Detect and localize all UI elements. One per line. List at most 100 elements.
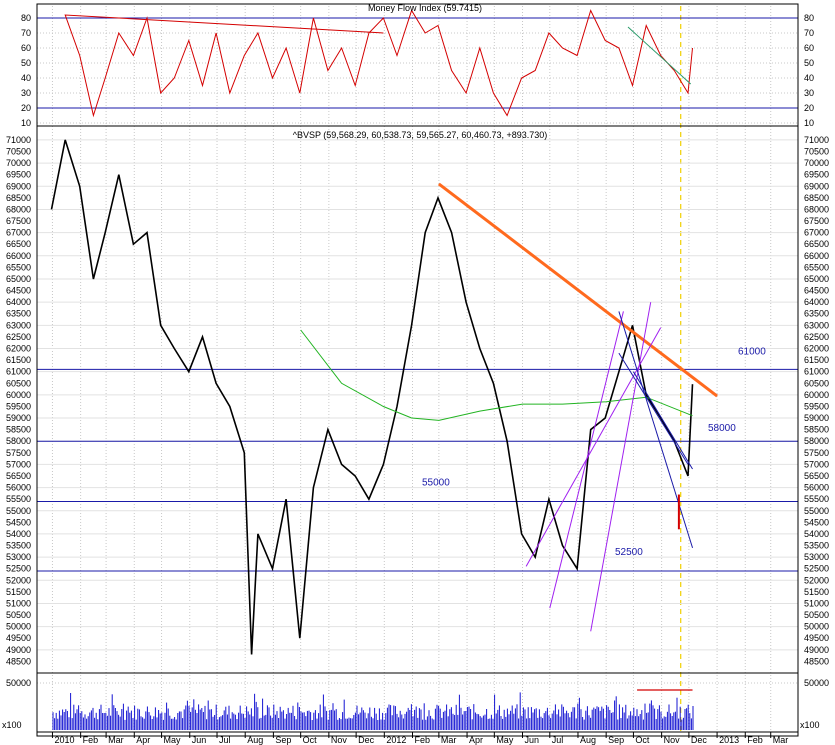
volume-bar	[116, 711, 118, 730]
volume-bar	[375, 713, 377, 730]
volume-bar	[60, 715, 62, 730]
volume-bar	[175, 719, 177, 730]
volume-bar	[345, 718, 347, 730]
volume-bar	[231, 712, 233, 730]
volume-bar	[486, 709, 488, 730]
volume-bar	[172, 718, 174, 730]
volume-bar	[359, 712, 361, 730]
price-tick-label-right: 66000	[804, 251, 829, 261]
volume-bar	[180, 711, 182, 730]
volume-bar	[682, 717, 684, 730]
volume-bar	[494, 694, 496, 730]
volume-bar	[300, 711, 302, 730]
volume-bar	[618, 704, 620, 730]
volume-bar	[390, 705, 392, 730]
volume-bar	[346, 718, 348, 730]
volume-bar	[646, 712, 648, 730]
price-tick-label-right: 54500	[804, 517, 829, 527]
volume-bar	[57, 718, 59, 730]
volume-bar	[638, 716, 640, 730]
volume-bar	[151, 719, 153, 730]
volume-bar	[674, 711, 676, 730]
volume-bar	[313, 712, 315, 730]
price-title: ^BVSP (59,568.29, 60,538.73, 59,565.27, …	[293, 130, 548, 140]
volume-bar	[292, 705, 294, 730]
volume-bar	[382, 712, 384, 730]
volume-bar	[660, 711, 662, 730]
price-tick-label-right: 55500	[804, 494, 829, 504]
month-label: Jun	[525, 735, 540, 745]
month-label: Oct	[303, 735, 318, 745]
volume-bar	[534, 709, 536, 730]
volume-bar	[436, 704, 438, 730]
volume-bar	[140, 716, 142, 730]
volume-bar	[100, 704, 102, 730]
mfi-tick-label-right: 30	[804, 88, 814, 98]
price-tick-label-left: 56500	[6, 471, 31, 481]
volume-bar	[430, 715, 432, 730]
volume-bar	[338, 718, 340, 730]
volume-bar	[209, 709, 211, 730]
volume-bar	[183, 709, 185, 730]
volume-bar	[137, 708, 139, 730]
volume-bar	[642, 719, 644, 730]
volume-bar	[514, 708, 516, 730]
volume-bar	[687, 704, 689, 730]
volume-bar	[516, 704, 518, 730]
volume-bar	[641, 710, 643, 730]
volume-bar	[590, 717, 592, 730]
mfi-tick-label-right: 50	[804, 58, 814, 68]
volume-bar	[690, 718, 692, 730]
price-tick-label-right: 58000	[804, 436, 829, 446]
volume-bar	[369, 707, 371, 730]
volume-bar	[633, 707, 635, 730]
volume-bar	[518, 718, 520, 730]
price-tick-label-left: 63000	[6, 320, 31, 330]
volume-bar	[374, 707, 376, 730]
price-tick-label-left: 63500	[6, 309, 31, 319]
volume-bar	[102, 713, 104, 730]
volume-bar	[311, 720, 313, 730]
volume-bar	[214, 715, 216, 730]
price-tick-label-left: 70000	[6, 158, 31, 168]
volume-bar	[196, 713, 198, 730]
volume-bar	[546, 707, 548, 730]
mfi-tick-label-left: 30	[21, 88, 31, 98]
volume-bar	[87, 716, 89, 730]
price-tick-label-left: 50500	[6, 610, 31, 620]
volume-bar	[178, 711, 180, 730]
price-tick-label-left: 64500	[6, 286, 31, 296]
price-tick-label-right: 62500	[804, 332, 829, 342]
volume-bar	[367, 713, 369, 730]
volume-bar	[537, 717, 539, 730]
volume-bar	[238, 712, 240, 730]
price-tick-label-left: 53500	[6, 541, 31, 551]
volume-bar	[68, 717, 70, 730]
price-tick-label-left: 64000	[6, 297, 31, 307]
volume-bar	[146, 706, 148, 730]
volume-bar	[258, 718, 260, 730]
volume-bar	[542, 718, 544, 730]
volume-bar	[148, 712, 150, 730]
volume-bar	[106, 715, 108, 730]
volume-bar	[580, 709, 582, 730]
volume-bar	[543, 713, 545, 730]
volume-bar	[302, 712, 304, 730]
volume-bar	[225, 706, 227, 730]
volume-bar	[335, 709, 337, 730]
price-tick-label-right: 54000	[804, 529, 829, 539]
volume-unit-label-left: x100	[2, 720, 22, 730]
trend-line	[618, 311, 694, 548]
volume-bar	[442, 711, 444, 730]
volume-bar	[454, 715, 456, 730]
volume-bar	[409, 710, 411, 730]
month-label: Nov	[664, 735, 681, 745]
volume-bar	[270, 715, 272, 730]
mfi-series-line	[64, 9, 693, 118]
volume-bar	[465, 711, 467, 730]
volume-bar	[220, 716, 222, 730]
volume-bar	[606, 705, 608, 730]
volume-bar	[577, 703, 579, 730]
mfi-tick-label-right: 60	[804, 43, 814, 53]
